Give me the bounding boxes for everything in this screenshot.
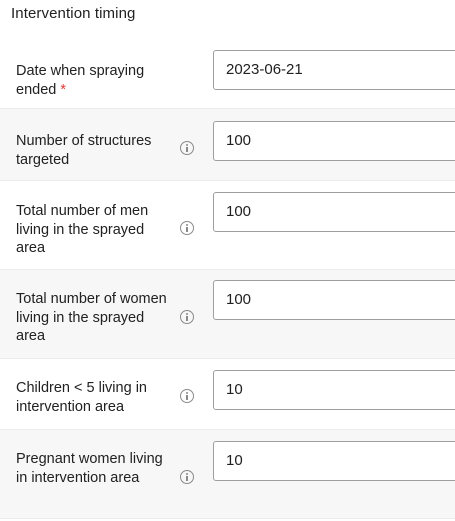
field-label-text: Date when spraying ended [16, 63, 145, 98]
form-row-men-sprayed-area: Total number of men living in the spraye… [0, 181, 455, 269]
info-icon[interactable] [180, 141, 194, 155]
form-row-pregnant-women: Pregnant women living in intervention ar… [0, 430, 455, 518]
form-row-children-under-5: Children < 5 living in intervention area… [0, 359, 455, 429]
required-asterisk: * [60, 81, 67, 98]
field-label-pregnant-women: Pregnant women living in intervention ar… [16, 451, 163, 486]
row-divider [0, 180, 455, 181]
info-icon[interactable] [180, 221, 194, 235]
field-label-structures-targeted: Number of structures targeted [16, 133, 152, 168]
field-label-spraying-end-date: Date when spraying ended * [16, 62, 176, 99]
row-divider [0, 108, 455, 109]
children-under-5-input[interactable]: 10 [213, 370, 455, 410]
form-row-women-sprayed-area: Total number of women living in the spra… [0, 270, 455, 358]
field-label-men-sprayed-area: Total number of men living in the spraye… [16, 203, 149, 256]
row-divider [0, 429, 455, 430]
row-divider [0, 358, 455, 359]
field-label-women-sprayed-area: Total number of women living in the spra… [16, 291, 167, 344]
form-row-spraying-end-date: Date when spraying ended * 2023-06-21 [0, 34, 455, 108]
info-icon[interactable] [180, 389, 194, 403]
pregnant-women-input[interactable]: 10 [213, 441, 455, 481]
row-divider [0, 269, 455, 270]
form-row-structures-targeted: Number of structures targeted 100 [0, 109, 455, 180]
field-label-children-under-5: Children < 5 living in intervention area [16, 380, 147, 415]
row-divider [0, 518, 455, 519]
section-title: Intervention timing [11, 5, 136, 22]
info-icon[interactable] [180, 310, 194, 324]
women-sprayed-area-input[interactable]: 100 [213, 280, 455, 320]
men-sprayed-area-input[interactable]: 100 [213, 192, 455, 232]
structures-targeted-input[interactable]: 100 [213, 121, 455, 161]
spraying-end-date-input[interactable]: 2023-06-21 [213, 50, 455, 90]
info-icon[interactable] [180, 470, 194, 484]
